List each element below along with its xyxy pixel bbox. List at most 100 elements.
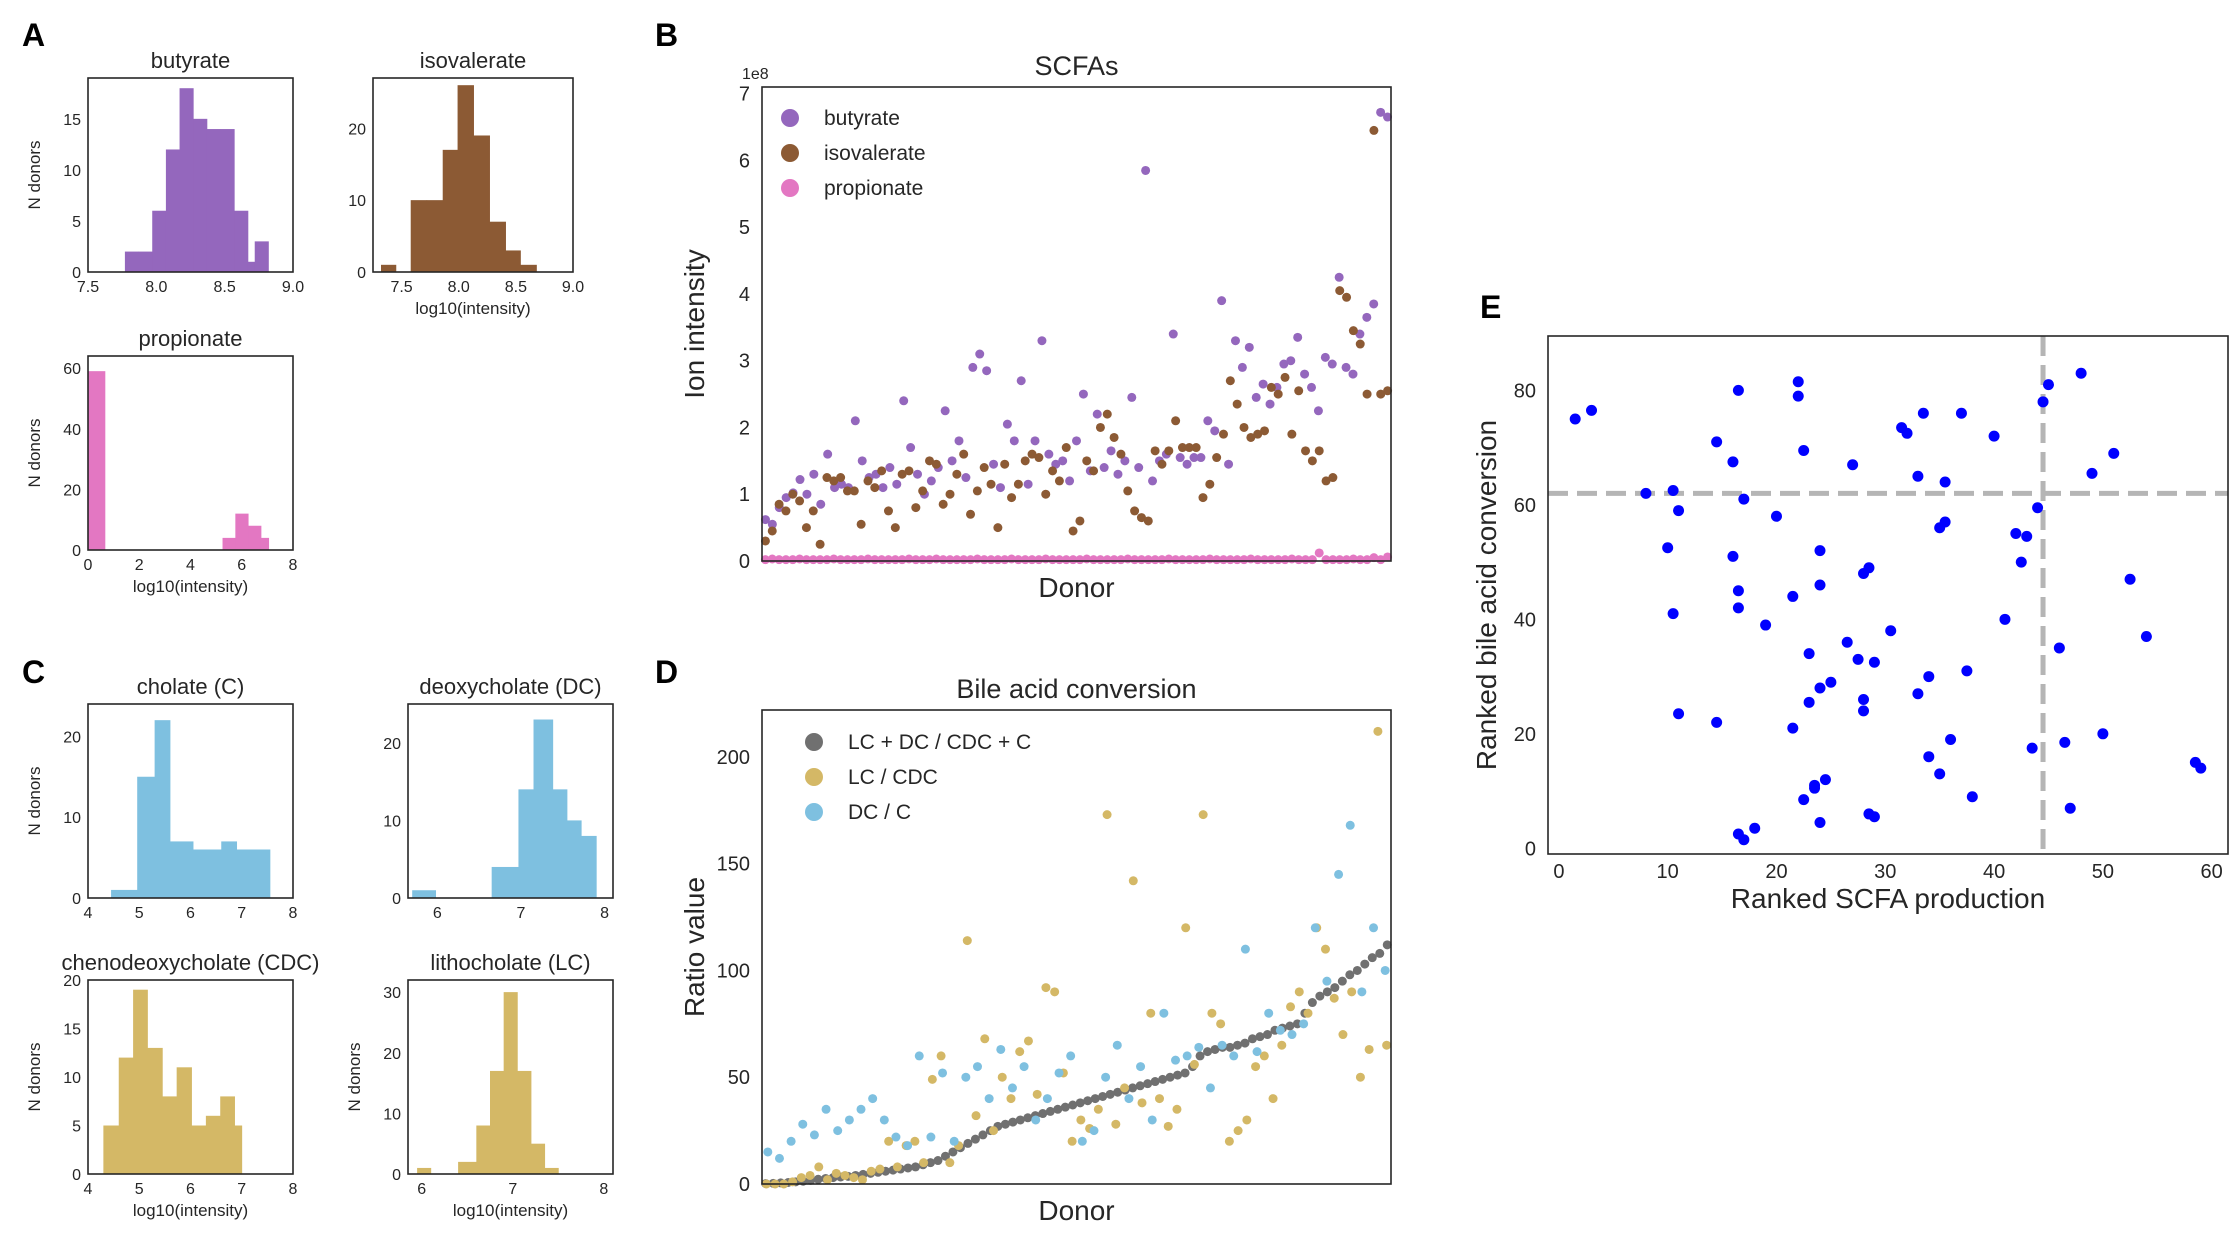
scatter-point-isovalerate bbox=[1027, 449, 1037, 459]
histogram-bar bbox=[235, 513, 249, 550]
scatter-point-butyrate bbox=[1327, 359, 1337, 369]
scatter-point-dc-c bbox=[891, 1132, 901, 1142]
scatter-point-dc-c bbox=[1287, 1030, 1297, 1040]
scatter-point-isovalerate bbox=[931, 459, 941, 469]
scatter-point-isovalerate bbox=[1294, 386, 1304, 396]
scatter-point bbox=[1885, 625, 1897, 637]
x-tick-label: 7.5 bbox=[390, 279, 412, 296]
scatter-point-butyrate bbox=[1265, 399, 1275, 409]
y-tick-label: 0 bbox=[72, 1167, 81, 1184]
scatter-point bbox=[1586, 404, 1598, 416]
scatter-point-propionate bbox=[1321, 555, 1331, 565]
scatter-point-lc-cdc bbox=[857, 1175, 867, 1185]
scatter-point bbox=[1868, 656, 1880, 668]
scatter-point bbox=[2075, 367, 2087, 379]
scatter-point-dc-c bbox=[1124, 1094, 1134, 1104]
y-axis-label: Ratio value bbox=[679, 877, 710, 1017]
scatter-point bbox=[1847, 459, 1859, 471]
scatter-point-isovalerate bbox=[1239, 422, 1249, 432]
scatter-point-dc-c bbox=[984, 1094, 994, 1104]
scatter-point-isovalerate bbox=[1191, 443, 1201, 453]
scatter-point-dc-c bbox=[844, 1115, 854, 1125]
chart-title: chenodeoxycholate (CDC) bbox=[61, 950, 319, 975]
scatter-point-butyrate bbox=[1009, 436, 1019, 446]
x-tick-label: 8.5 bbox=[214, 279, 236, 296]
scatter-point-dc-c bbox=[821, 1104, 831, 1114]
scatter-point-butyrate bbox=[1237, 362, 1247, 372]
x-tick-label: 9.0 bbox=[562, 279, 584, 296]
scatter-point-butyrate bbox=[1037, 336, 1047, 346]
legend-marker bbox=[781, 144, 799, 162]
scatter-point-isovalerate bbox=[966, 509, 976, 519]
scatter-point-butyrate bbox=[1293, 332, 1303, 342]
y-tick-label: 0 bbox=[739, 551, 750, 573]
scatter-point-dc-c bbox=[1031, 1115, 1041, 1125]
scatter-point bbox=[2010, 527, 2022, 539]
histogram-bar bbox=[442, 149, 458, 272]
scatter-point-isovalerate bbox=[815, 539, 825, 549]
scatter-point-propionate bbox=[1212, 555, 1222, 565]
scatter-point bbox=[1955, 407, 1967, 419]
scatter-point-dc-c bbox=[1007, 1083, 1017, 1093]
scatter-point-lc-cdc bbox=[1189, 1059, 1199, 1069]
scatter-point bbox=[1945, 734, 1957, 746]
y-tick-label: 150 bbox=[717, 854, 750, 876]
scatter-point-isovalerate bbox=[972, 486, 982, 496]
legend-marker bbox=[805, 768, 823, 786]
histogram-bar bbox=[124, 251, 139, 272]
scatter-point bbox=[1569, 413, 1581, 425]
scatter-point-butyrate bbox=[1148, 476, 1158, 486]
scatter-point-isovalerate bbox=[979, 463, 989, 473]
scatter-point-propionate bbox=[781, 555, 791, 565]
scatter-point-dc-c bbox=[1322, 976, 1332, 986]
scatter-point-isovalerate bbox=[1136, 513, 1146, 523]
scatter-point-butyrate bbox=[1286, 356, 1296, 366]
chart-title: Bile acid conversion bbox=[956, 674, 1196, 704]
x-tick-label: 4 bbox=[84, 905, 93, 922]
histogram-bar bbox=[457, 85, 474, 273]
scatter-point-lc-dc-cdc-c bbox=[963, 1138, 973, 1148]
scatter-point-lc-dc-cdc-c bbox=[1023, 1113, 1033, 1123]
x-tick-label: 5 bbox=[135, 1181, 144, 1198]
scatter-point bbox=[1662, 542, 1674, 554]
scatter-point-propionate bbox=[1184, 555, 1194, 565]
scatter-point-butyrate bbox=[899, 396, 909, 406]
scatter-point-isovalerate bbox=[1102, 409, 1112, 419]
y-tick-label: 2 bbox=[739, 417, 750, 439]
scatter-point-isovalerate bbox=[1157, 459, 1167, 469]
scatter-point bbox=[1787, 722, 1799, 734]
histogram-bar bbox=[544, 1167, 559, 1174]
histogram-bar bbox=[165, 149, 180, 272]
scatter-point-lc-cdc bbox=[1338, 1030, 1348, 1040]
scatter-point-propionate bbox=[1013, 555, 1023, 565]
scatter-point-propionate bbox=[938, 555, 948, 565]
scatter-point bbox=[1934, 768, 1946, 780]
scatter-point-propionate bbox=[1301, 555, 1311, 565]
scatter-point-dc-c bbox=[1275, 1025, 1285, 1035]
scatter-point bbox=[1868, 811, 1880, 823]
scatter-point-lc-cdc bbox=[831, 1168, 841, 1178]
histogram-bar bbox=[176, 1067, 192, 1174]
scatter-point-butyrate bbox=[1383, 112, 1393, 122]
scatter-point-butyrate bbox=[1127, 392, 1137, 402]
y-tick-label: 6 bbox=[739, 150, 750, 172]
scatter-point bbox=[1852, 653, 1864, 665]
histogram-bar bbox=[503, 992, 518, 1174]
scatter-point bbox=[1738, 493, 1750, 505]
scatter-point bbox=[1798, 794, 1810, 806]
scatter-point bbox=[2021, 530, 2033, 542]
scatter-point-lc-cdc bbox=[1128, 876, 1138, 886]
scatter-point-butyrate bbox=[1224, 459, 1234, 469]
x-tick-label: 7.5 bbox=[77, 279, 99, 296]
scatter-point-dc-c bbox=[1299, 1019, 1309, 1029]
scatter-point bbox=[1792, 376, 1804, 388]
scatter-point-propionate bbox=[788, 555, 798, 565]
scatter-point bbox=[1803, 648, 1815, 660]
scatter-point-lc-dc-cdc-c bbox=[940, 1151, 950, 1161]
scatter-point-lc-cdc bbox=[814, 1162, 824, 1172]
scatter-point-propionate bbox=[966, 555, 976, 565]
scatter-point-lc-cdc bbox=[1146, 1008, 1156, 1018]
legend-label: isovalerate bbox=[824, 142, 926, 165]
y-tick-label: 10 bbox=[348, 193, 366, 210]
x-tick-label: 40 bbox=[1983, 861, 2005, 883]
